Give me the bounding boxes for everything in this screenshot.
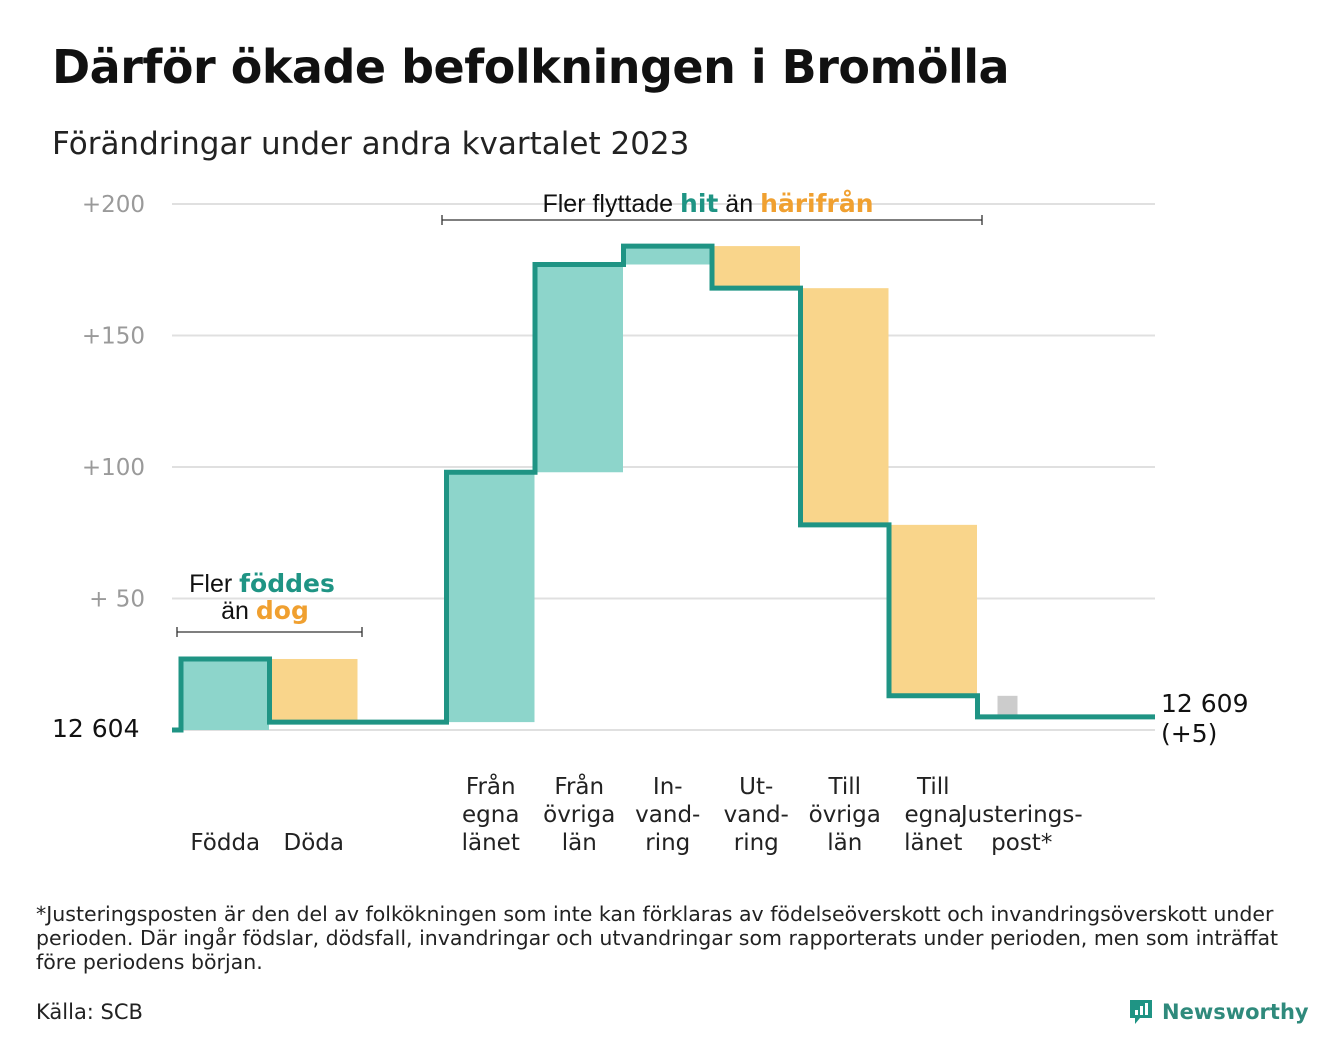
newsworthy-logo-icon xyxy=(1130,1000,1152,1024)
annotation-plain-span: Fler xyxy=(189,570,239,598)
brand-logo: Newsworthy xyxy=(1128,998,1309,1026)
category-label: vand- xyxy=(724,802,789,828)
labels: Födda DödaFrånegnalänetFrånövrigalänIn-va… xyxy=(52,689,1248,856)
annotation-teal-span: föddes xyxy=(239,569,335,598)
category-label: övriga xyxy=(543,802,615,828)
category-label: län xyxy=(562,830,597,856)
running-total-line xyxy=(172,243,1155,733)
annotation-text: Fler föddes xyxy=(189,569,335,598)
category-label: In- xyxy=(653,774,683,800)
category-label: Döda xyxy=(284,830,344,856)
category-label: Justerings- xyxy=(959,802,1083,828)
annotation-teal-span: hit xyxy=(680,189,718,218)
waterfall-chart: + 50+100+150+200 Födda DödaFrånegnalänetF… xyxy=(52,189,1248,856)
bar-decrease xyxy=(712,246,800,289)
end-change-label: (+5) xyxy=(1161,719,1217,748)
annotation-text: Fler flyttade hit än härifrån xyxy=(542,189,873,218)
category-label: Till xyxy=(827,774,861,800)
bar-decrease xyxy=(800,288,889,525)
bar-increase xyxy=(535,264,623,473)
start-value-label: 12 604 xyxy=(52,714,139,743)
footnote: *Justeringsposten är den del av folkökni… xyxy=(36,902,1279,974)
annotation-orange-span: härifrån xyxy=(760,189,873,218)
category-label: Till xyxy=(916,774,950,800)
category-label: egna xyxy=(905,802,962,828)
category-label: länet xyxy=(462,830,520,856)
bar-increase xyxy=(446,472,535,723)
bars xyxy=(181,246,1018,730)
category-label: ring xyxy=(734,830,779,856)
category-label: övriga xyxy=(809,802,881,828)
brand-name: Newsworthy xyxy=(1162,1000,1309,1024)
bar-increase xyxy=(623,246,712,265)
category-label: vand- xyxy=(635,802,700,828)
bar-increase xyxy=(181,658,269,730)
category-label: Från xyxy=(466,772,516,800)
y-tick-label: +100 xyxy=(82,455,145,481)
y-tick-label: +200 xyxy=(82,192,145,218)
source-text: Källa: SCB xyxy=(36,1000,143,1024)
category-label: egna xyxy=(462,802,519,828)
category-label: post* xyxy=(991,830,1052,856)
category-label: Från xyxy=(554,772,604,800)
bar-adjustment xyxy=(997,695,1018,717)
y-tick-label: + 50 xyxy=(89,587,145,613)
bar-decrease xyxy=(889,524,977,696)
category-label: län xyxy=(827,830,862,856)
category-label: länet xyxy=(904,830,962,856)
gridlines: + 50 +100 +150 +200 xyxy=(82,192,1155,731)
end-value-label: 12 609 xyxy=(1161,689,1248,718)
category-label: ring xyxy=(645,830,690,856)
annotation-plain-span: än xyxy=(221,597,256,625)
annotation-plain-span: än xyxy=(718,190,760,218)
annotation-text: än dog xyxy=(221,596,309,625)
category-label: Ut- xyxy=(739,774,773,800)
bar-decrease xyxy=(269,658,358,723)
category-label: Födda xyxy=(190,830,260,856)
annotation-orange-span: dog xyxy=(256,596,309,625)
chart-title: Därför ökade befolkningen i Bromölla xyxy=(52,40,1010,94)
running-total-polyline xyxy=(172,243,1155,733)
y-tick-label: +150 xyxy=(82,324,145,350)
chart-subtitle: Förändringar under andra kvartalet 2023 xyxy=(52,126,690,162)
annotation-plain-span: Fler flyttade xyxy=(542,190,680,218)
